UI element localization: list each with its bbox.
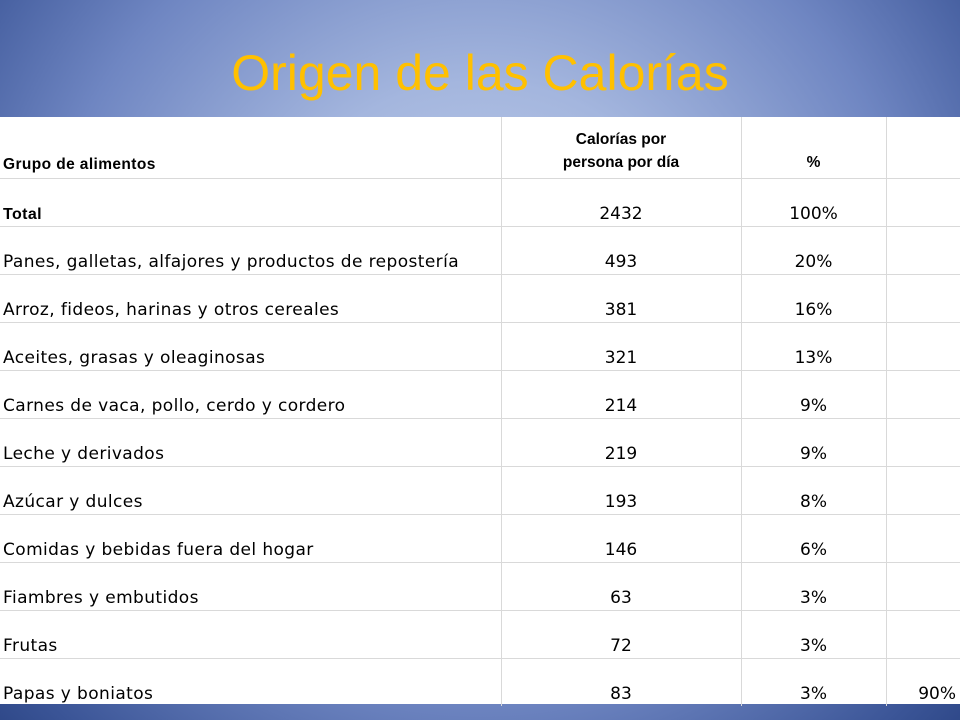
table-row: Leche y derivados 219 9% [0, 418, 960, 467]
percent-cell: 6% [741, 514, 887, 563]
calories-table: Grupo de alimentos Calorías por persona p… [0, 117, 960, 706]
food-group-cell: Azúcar y dulces [0, 466, 502, 515]
extra-cell [886, 370, 960, 419]
header-food-group: Grupo de alimentos [0, 117, 502, 179]
table-row-total: Total 2432 100% [0, 178, 960, 227]
table-row: Fiambres y embutidos 63 3% [0, 562, 960, 611]
extra-cell [886, 514, 960, 563]
extra-cell [886, 610, 960, 659]
food-group-cell: Comidas y bebidas fuera del hogar [0, 514, 502, 563]
header-calories: Calorías por persona por día [501, 117, 742, 179]
percent-cell: 20% [741, 226, 887, 275]
table-row: Papas y boniatos 83 3% 90% [0, 658, 960, 706]
food-group-cell: Fiambres y embutidos [0, 562, 502, 611]
calories-cell: 321 [501, 322, 742, 371]
table-row: Frutas 72 3% [0, 610, 960, 659]
food-group-cell: Papas y boniatos [0, 658, 502, 706]
cumulative-percent-cell: 90% [918, 684, 956, 704]
extra-cell [886, 322, 960, 371]
percent-cell: 3% [741, 562, 887, 611]
total-calories: 2432 [501, 178, 742, 227]
table-row: Carnes de vaca, pollo, cerdo y cordero 2… [0, 370, 960, 419]
table-row: Azúcar y dulces 193 8% [0, 466, 960, 515]
extra-cell [886, 562, 960, 611]
food-group-cell: Carnes de vaca, pollo, cerdo y cordero [0, 370, 502, 419]
calories-cell: 214 [501, 370, 742, 419]
percent-cell: 16% [741, 274, 887, 323]
extra-cell [886, 418, 960, 467]
food-group-cell: Arroz, fideos, harinas y otros cereales [0, 274, 502, 323]
food-group-cell: Leche y derivados [0, 418, 502, 467]
percent-cell: 13% [741, 322, 887, 371]
slide-title: Origen de las Calorías [231, 45, 729, 101]
header-percent: % [741, 117, 887, 179]
table-row: Comidas y bebidas fuera del hogar 146 6% [0, 514, 960, 563]
table-row: Panes, galletas, alfajores y productos d… [0, 226, 960, 275]
calories-cell: 63 [501, 562, 742, 611]
spreadsheet-table-area: Grupo de alimentos Calorías por persona p… [0, 117, 960, 706]
header-calories-line1: Calorías por [575, 131, 667, 148]
food-group-cell: Frutas [0, 610, 502, 659]
extra-cell [886, 466, 960, 515]
calories-cell: 219 [501, 418, 742, 467]
header-extra [886, 117, 960, 179]
total-percent: 100% [741, 178, 887, 227]
food-group-cell: Panes, galletas, alfajores y productos d… [0, 226, 502, 275]
calories-cell: 381 [501, 274, 742, 323]
total-extra [886, 178, 960, 227]
calories-cell: 193 [501, 466, 742, 515]
calories-cell: 83 [501, 658, 742, 706]
table-row: Arroz, fideos, harinas y otros cereales … [0, 274, 960, 323]
percent-cell: 9% [741, 370, 887, 419]
header-calories-line2: persona por día [562, 154, 680, 171]
extra-cell [886, 274, 960, 323]
calories-cell: 72 [501, 610, 742, 659]
table-row: Aceites, grasas y oleaginosas 321 13% [0, 322, 960, 371]
extra-cell [886, 226, 960, 275]
table-header-row: Grupo de alimentos Calorías por persona p… [0, 117, 960, 179]
percent-cell: 3% [741, 658, 887, 706]
percent-cell: 3% [741, 610, 887, 659]
calories-cell: 146 [501, 514, 742, 563]
percent-cell: 9% [741, 418, 887, 467]
calories-cell: 493 [501, 226, 742, 275]
percent-cell: 8% [741, 466, 887, 515]
food-group-cell: Aceites, grasas y oleaginosas [0, 322, 502, 371]
total-label: Total [0, 178, 502, 227]
